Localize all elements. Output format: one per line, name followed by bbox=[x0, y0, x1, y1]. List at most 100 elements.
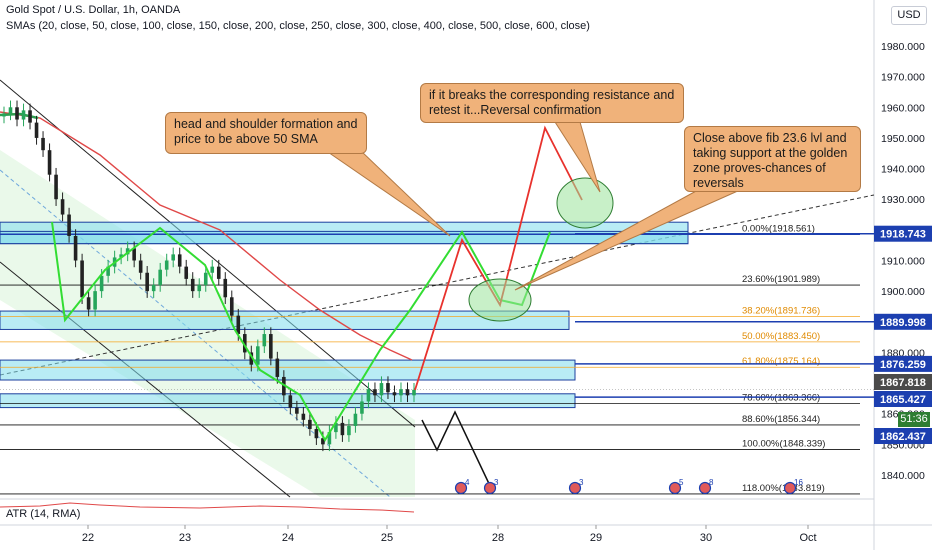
candle-body bbox=[151, 285, 156, 292]
fib-level-label: 0.00%(1918.561) bbox=[742, 223, 815, 234]
candle-body bbox=[210, 266, 215, 273]
fib-level-label: 118.00%(1833.819) bbox=[742, 483, 825, 494]
x-tick-label: 30 bbox=[700, 532, 712, 544]
candle-body bbox=[158, 269, 162, 286]
price-tag-bg bbox=[874, 428, 932, 444]
candle-body bbox=[405, 389, 410, 396]
candle-body bbox=[301, 413, 306, 420]
price-tag-bg bbox=[874, 313, 932, 330]
candle-body bbox=[249, 352, 254, 365]
candle-body bbox=[314, 429, 319, 439]
price-tag-bg bbox=[874, 225, 932, 242]
y-tick-label: 1950.000 bbox=[881, 133, 925, 145]
price-tag-label: 1889.998 bbox=[880, 317, 926, 329]
head-shoulder-path bbox=[51, 221, 551, 442]
y-tick-label: 1840.000 bbox=[881, 470, 925, 482]
price-tag-label: 1876.259 bbox=[880, 359, 926, 371]
fib-level-label: 88.60%(1856.344) bbox=[742, 414, 820, 425]
price-tag-bg bbox=[874, 391, 932, 407]
candle-body bbox=[73, 235, 78, 261]
fib-level-label: 38.20%(1891.736) bbox=[742, 305, 820, 316]
sma-50-line bbox=[0, 111, 413, 361]
price-tag-bg bbox=[874, 355, 932, 372]
x-tick-label: 23 bbox=[179, 532, 191, 544]
candle-body bbox=[399, 389, 403, 396]
candle-body bbox=[21, 110, 26, 120]
candle-body bbox=[138, 260, 143, 273]
economic-event-count: 3 bbox=[494, 478, 499, 487]
price-tag-label: 1867.818 bbox=[880, 377, 926, 389]
y-tick-label: 1960.000 bbox=[881, 102, 925, 114]
y-tick-label: 1900.000 bbox=[881, 286, 925, 298]
candle-body bbox=[15, 107, 19, 120]
x-tick-label: 24 bbox=[282, 532, 294, 544]
callout-head-shoulder: head and shoulder formation and price to… bbox=[165, 112, 367, 154]
candle-body bbox=[340, 422, 345, 436]
candle-body bbox=[269, 334, 273, 359]
candle-body bbox=[164, 260, 169, 270]
candle-body bbox=[99, 275, 104, 292]
economic-event-marker bbox=[668, 481, 682, 495]
indicator-legend: SMAs (20, close, 50, close, 100, close, … bbox=[6, 20, 590, 32]
candle-body bbox=[41, 137, 45, 151]
candle-body bbox=[86, 297, 91, 310]
economic-event-count: 8 bbox=[709, 478, 714, 487]
candle-body bbox=[229, 297, 234, 316]
fib-level-label: 100.00%(1848.339) bbox=[742, 438, 825, 449]
y-tick-label: 1970.000 bbox=[881, 72, 925, 84]
candle-body bbox=[80, 260, 84, 298]
economic-event-count: 16 bbox=[794, 478, 803, 487]
fib-level-label: 23.60%(1901.989) bbox=[742, 274, 820, 285]
candle-body bbox=[236, 315, 241, 335]
candle-body bbox=[353, 413, 358, 426]
support-resistance-zone bbox=[0, 359, 576, 381]
x-tick-label: 29 bbox=[590, 532, 602, 544]
candle-body bbox=[386, 383, 390, 393]
candle-body bbox=[171, 254, 176, 261]
price-tag-label: 1865.427 bbox=[880, 394, 926, 406]
y-tick-label: 1940.000 bbox=[881, 164, 925, 176]
atr-line bbox=[0, 502, 415, 513]
candle-body bbox=[256, 346, 260, 365]
candle-body bbox=[295, 407, 299, 414]
candle-body bbox=[190, 278, 195, 292]
currency-button[interactable]: USD bbox=[891, 6, 927, 25]
chart-title: Gold Spot / U.S. Dollar, 1h, OANDA bbox=[6, 4, 181, 16]
candle-body bbox=[67, 214, 71, 236]
candle-body bbox=[308, 419, 312, 430]
price-tag-label: 1918.743 bbox=[880, 229, 926, 241]
candle-body bbox=[366, 389, 371, 402]
candle-body bbox=[132, 248, 136, 261]
fib-level-label: 61.80%(1875.164) bbox=[742, 356, 820, 367]
fib-level-label: 50.00%(1883.450) bbox=[742, 331, 820, 342]
rising-trendline bbox=[0, 194, 875, 376]
x-tick-label: Oct bbox=[799, 532, 816, 544]
candle-body bbox=[60, 199, 65, 215]
candle-body bbox=[184, 266, 189, 279]
economic-event-count: 4 bbox=[465, 478, 470, 487]
candle-body bbox=[34, 122, 39, 138]
x-tick-label: 22 bbox=[82, 532, 94, 544]
candle-body bbox=[321, 438, 325, 445]
target-ellipse bbox=[556, 177, 614, 229]
price-tag-bg bbox=[874, 374, 932, 390]
candle-body bbox=[93, 291, 97, 310]
fib-level-label: 78.60%(1863.366) bbox=[742, 392, 820, 403]
candle-body bbox=[288, 395, 293, 408]
x-tick-label: 28 bbox=[492, 532, 504, 544]
candle-body bbox=[275, 358, 280, 377]
price-axis-panel bbox=[874, 0, 932, 550]
economic-event-count: 5 bbox=[679, 478, 684, 487]
support-resistance-zone bbox=[0, 310, 570, 330]
economic-event-marker bbox=[454, 481, 468, 495]
economic-event-marker bbox=[698, 481, 712, 495]
y-tick-label: 1910.000 bbox=[881, 256, 925, 268]
price-tag-label: 1862.437 bbox=[880, 431, 926, 443]
candle-body bbox=[412, 389, 416, 396]
candle-body bbox=[360, 401, 364, 414]
bearish-projection-path bbox=[421, 410, 493, 491]
candle-body bbox=[262, 334, 267, 347]
candle-body bbox=[54, 174, 58, 200]
candle-body bbox=[145, 272, 149, 292]
candle-body bbox=[223, 278, 228, 298]
